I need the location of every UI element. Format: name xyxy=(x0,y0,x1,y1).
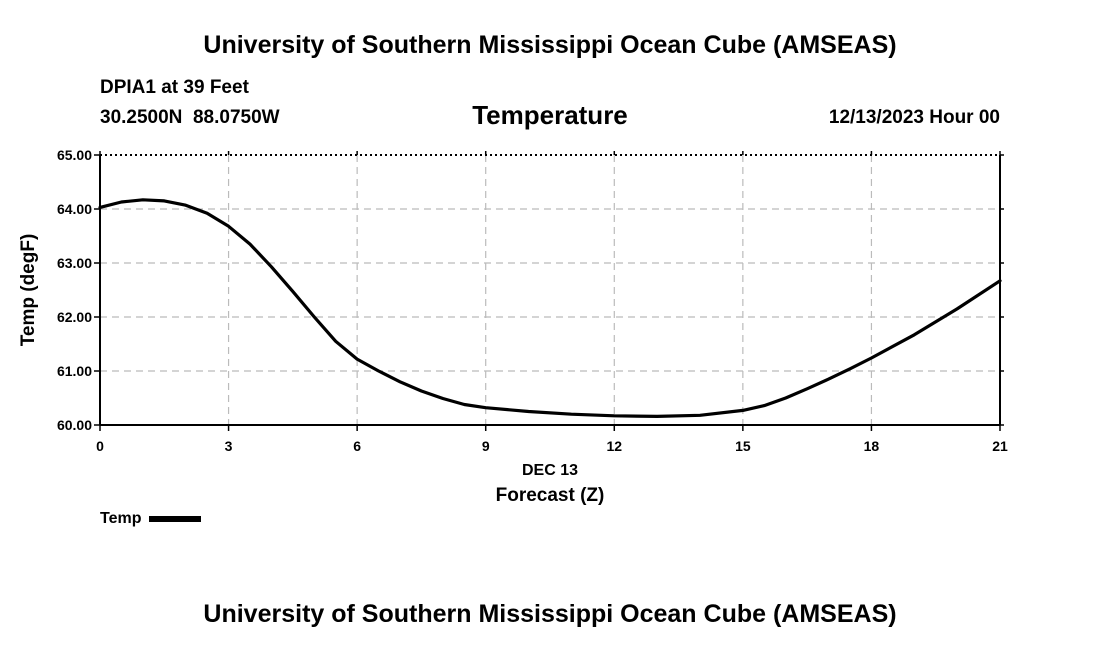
y-tick-label: 63.00 xyxy=(57,255,92,271)
temperature-chart: 0 3 6 9 12 15 18 21 60.00 61.00 62.00 63.00 64.00 65.… xyxy=(18,147,1008,506)
x-axis-label: Forecast (Z) xyxy=(496,485,605,506)
x-tick-label: 0 xyxy=(96,438,104,454)
x-tick-label: 15 xyxy=(735,438,751,454)
legend-label: Temp xyxy=(100,510,142,527)
y-tick-label: 64.00 xyxy=(57,201,92,217)
main-title: University of Southern Mississippi Ocean… xyxy=(203,31,897,59)
x-tick-label: 6 xyxy=(353,438,361,454)
x-tick-label: 21 xyxy=(992,438,1008,454)
legend: Temp xyxy=(100,510,202,528)
station-label: DPIA1 at 39 Feet xyxy=(100,77,249,98)
y-tick-label: 65.00 xyxy=(57,147,92,163)
x-tick-label: 3 xyxy=(225,438,233,454)
y-tick-label: 62.00 xyxy=(57,309,92,325)
x-tick-label: 9 xyxy=(482,438,490,454)
temp-series-line xyxy=(98,198,1002,418)
forecast-datetime: 12/13/2023 Hour 00 xyxy=(828,107,1000,128)
footer-title: University of Southern Mississippi Ocean… xyxy=(203,600,897,628)
chart-title: Temperature xyxy=(472,100,628,130)
x-axis-sublabel: DEC 13 xyxy=(522,462,578,479)
x-tick-label: 12 xyxy=(606,438,622,454)
y-axis-label: Temp (degF) xyxy=(18,234,39,347)
legend-swatch xyxy=(149,516,202,522)
coordinates-label: 30.2500N 88.0750W xyxy=(100,107,280,128)
y-tick-label: 61.00 xyxy=(57,363,92,379)
x-tick-label: 18 xyxy=(864,438,880,454)
y-tick-label: 60.00 xyxy=(57,417,92,433)
